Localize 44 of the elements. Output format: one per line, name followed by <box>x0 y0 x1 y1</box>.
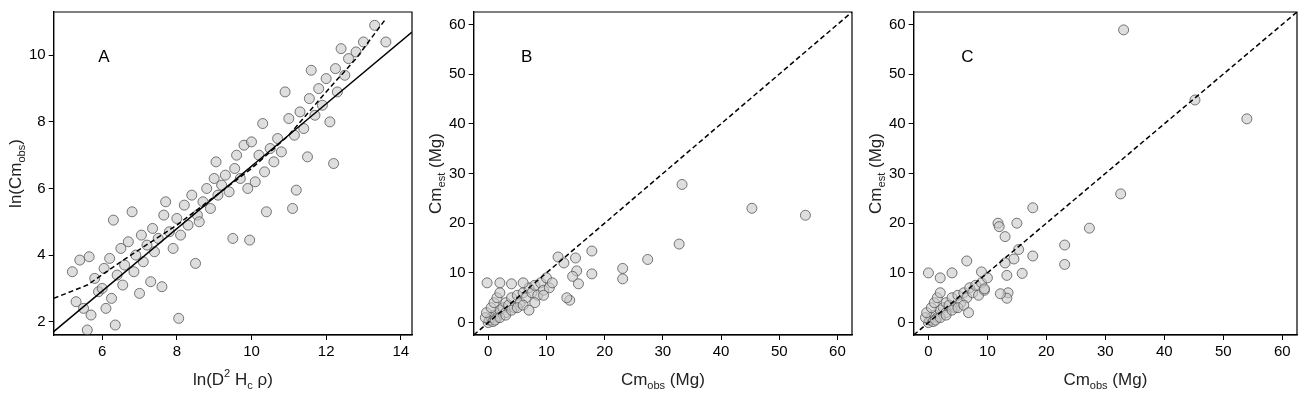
y-tick-label: 30 <box>889 163 906 181</box>
y-axis-title: Cmest (Mg) <box>425 133 447 214</box>
y-tick-label: 50 <box>889 64 906 82</box>
y-tick-label: 0 <box>897 312 906 330</box>
y-tick-label: 40 <box>889 113 906 131</box>
y-axis-title: ln(Cmobs) <box>5 139 27 208</box>
y-tick-label: 50 <box>449 64 466 82</box>
annotation: C <box>961 46 974 66</box>
x-tick-label: 14 <box>392 342 410 360</box>
x-tick-label: 30 <box>654 342 672 360</box>
x-tick-label: 60 <box>829 342 846 360</box>
x-tick-label: 10 <box>243 342 260 360</box>
x-tick-label: 6 <box>98 342 107 360</box>
x-tick-label: 0 <box>924 342 933 360</box>
x-tick-label: 30 <box>1097 342 1114 360</box>
y-tick-label: 6 <box>37 178 46 196</box>
x-tick-label: 20 <box>596 342 613 360</box>
y-tick-label: 2 <box>37 311 46 329</box>
y-tick-label: 0 <box>457 312 466 330</box>
x-tick-label: 12 <box>317 342 335 360</box>
x-tick-label: 60 <box>1273 342 1291 360</box>
y-tick-label: 10 <box>449 263 466 281</box>
x-tick-label: 8 <box>172 342 182 360</box>
y-tick-label: 10 <box>889 263 906 281</box>
x-tick-label: 50 <box>1214 342 1232 360</box>
x-tick-label: 0 <box>484 342 493 360</box>
y-tick-label: 8 <box>37 112 46 130</box>
y-tick-label: 4 <box>37 245 46 263</box>
x-tick-label: 10 <box>538 342 555 360</box>
y-tick-label: 30 <box>449 163 466 181</box>
x-tick-label: 40 <box>1155 342 1173 360</box>
y-tick-label: 60 <box>889 14 906 32</box>
annotation: B <box>520 46 533 66</box>
y-tick-label: 20 <box>449 213 466 231</box>
y-tick-label: 60 <box>449 14 466 32</box>
y-tick-label: 40 <box>449 113 466 131</box>
y-tick-label: 10 <box>29 45 46 63</box>
x-tick-label: 10 <box>979 342 996 360</box>
y-tick-label: 20 <box>889 213 906 231</box>
annotation: A <box>98 46 111 66</box>
x-tick-label: 50 <box>770 342 788 360</box>
y-axis-title: Cmest (Mg) <box>865 133 887 214</box>
x-tick-label: 40 <box>712 342 730 360</box>
x-tick-label: 20 <box>1038 342 1055 360</box>
